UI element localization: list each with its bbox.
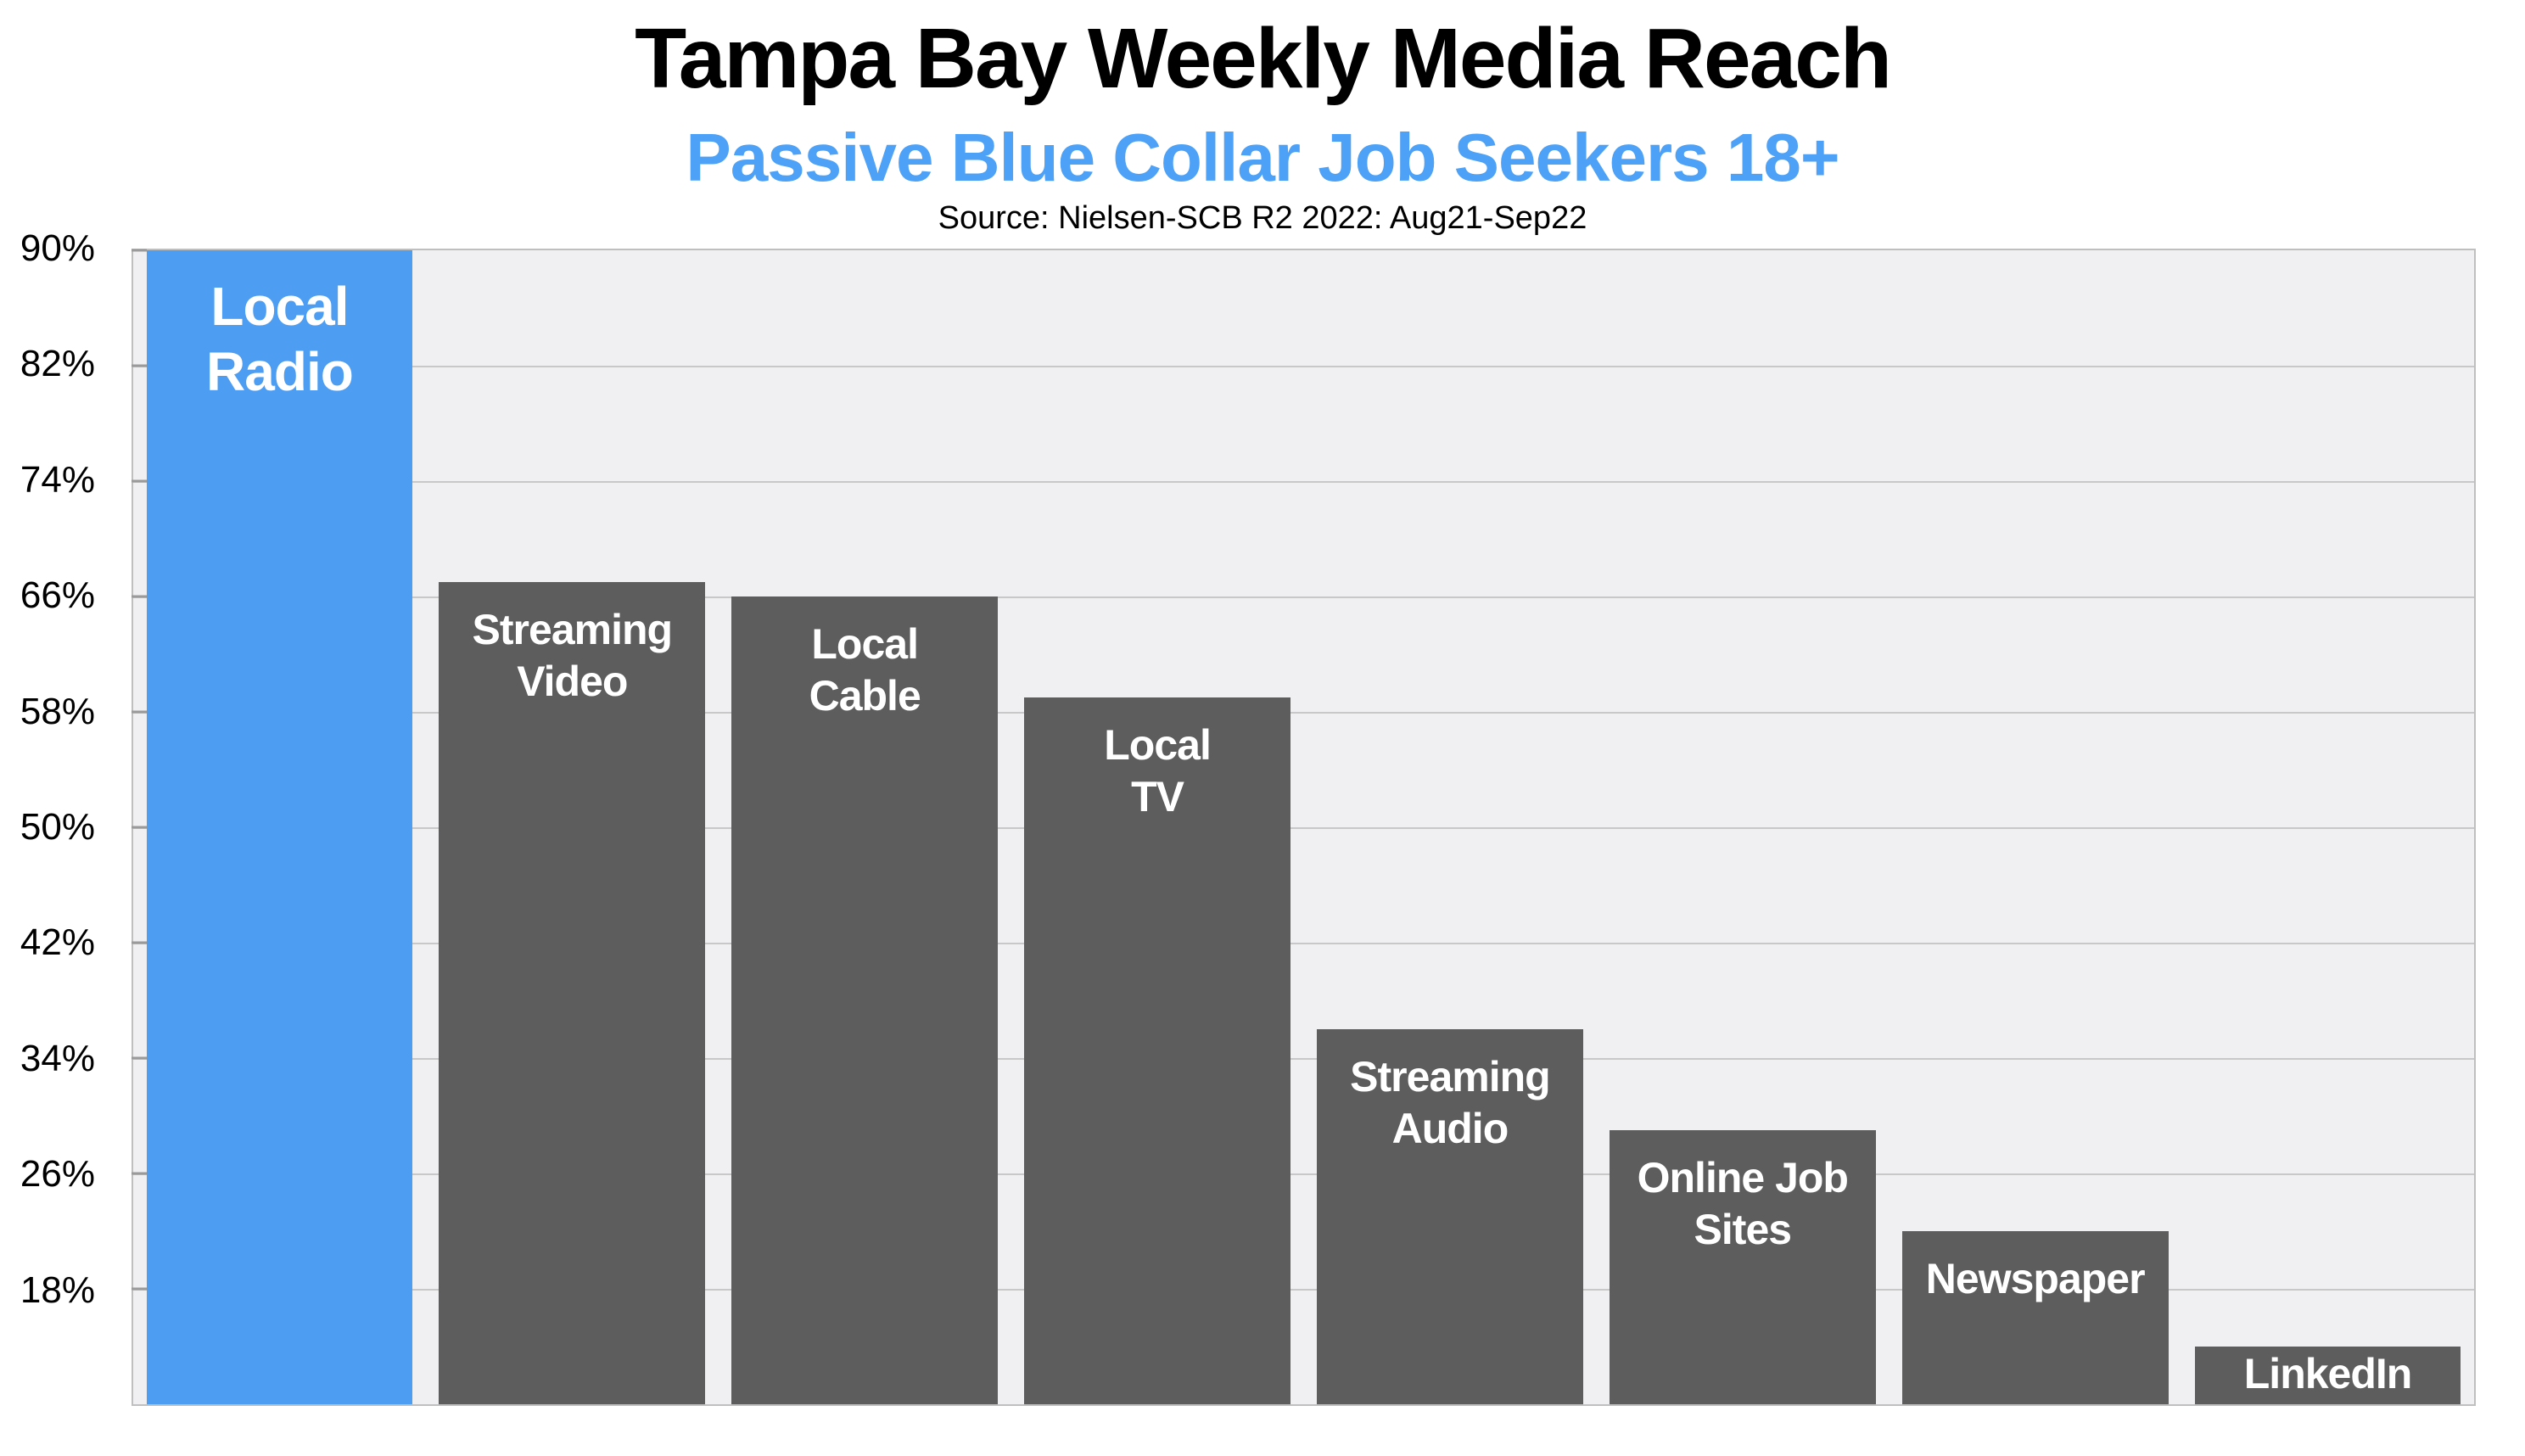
bar-label-newspaper: Newspaper bbox=[1925, 1255, 2146, 1302]
gridline-26 bbox=[133, 1173, 2474, 1175]
chart-title: Tampa Bay Weekly Media Reach bbox=[635, 11, 1892, 106]
y-tick-label: 42% bbox=[20, 921, 95, 964]
bar-local-radio: Local Radio bbox=[146, 250, 413, 1404]
axis-tick bbox=[132, 1287, 147, 1291]
bar-label-local-radio: Local Radio bbox=[206, 276, 354, 402]
gridline-42 bbox=[133, 943, 2474, 944]
bar-series: Local Radio Streaming Video Local Cable … bbox=[133, 250, 2474, 1404]
gridline-18 bbox=[133, 1289, 2474, 1291]
y-tick-label: 66% bbox=[20, 574, 95, 617]
gridline-82 bbox=[133, 366, 2474, 367]
y-tick-label: 58% bbox=[20, 690, 95, 732]
gridline-34 bbox=[133, 1058, 2474, 1060]
bar-label-linkedin: LinkedIn bbox=[2243, 1350, 2413, 1397]
bar-label-local-tv: Local TV bbox=[1104, 721, 1212, 820]
gridline-50 bbox=[133, 827, 2474, 829]
gridline-74 bbox=[133, 481, 2474, 483]
y-tick-label: 34% bbox=[20, 1037, 95, 1079]
axis-tick bbox=[132, 1172, 147, 1175]
bar-linkedin: LinkedIn bbox=[2194, 1347, 2461, 1404]
gridline-58 bbox=[133, 712, 2474, 714]
axis-tick bbox=[132, 826, 147, 829]
axis-tick bbox=[132, 595, 147, 598]
bar-online-job-sites: Online Job Sites bbox=[1609, 1130, 1876, 1404]
y-axis-labels: 90% 82% 74% 66% 58% 50% 42% 34% 26% 18% bbox=[0, 227, 95, 1406]
axis-tick bbox=[132, 364, 147, 367]
bar-label-streaming-audio: Streaming Audio bbox=[1350, 1053, 1551, 1152]
chart-subtitle: Passive Blue Collar Job Seekers 18+ bbox=[686, 120, 1839, 195]
gridline-66 bbox=[133, 596, 2474, 598]
bar-label-online-job-sites: Online Job Sites bbox=[1637, 1154, 1849, 1253]
axis-tick bbox=[132, 479, 147, 483]
bar-newspaper: Newspaper bbox=[1901, 1231, 2169, 1404]
y-tick-label: 26% bbox=[20, 1153, 95, 1196]
bar-local-tv: Local TV bbox=[1024, 697, 1290, 1404]
bar-label-streaming-video: Streaming Video bbox=[472, 606, 674, 705]
axis-tick bbox=[132, 941, 147, 944]
bar-streaming-video: Streaming Video bbox=[439, 582, 706, 1404]
y-tick-label: 82% bbox=[20, 343, 95, 385]
y-tick-label: 90% bbox=[20, 227, 95, 269]
bar-streaming-audio: Streaming Audio bbox=[1317, 1029, 1583, 1404]
y-tick-label: 18% bbox=[20, 1268, 95, 1311]
plot-area: Local Radio Streaming Video Local Cable … bbox=[132, 249, 2476, 1406]
bar-label-local-cable: Local Cable bbox=[809, 620, 921, 720]
axis-tick bbox=[132, 710, 147, 714]
chart-source-note: Source: Nielsen-SCB R2 2022: Aug21-Sep22 bbox=[938, 200, 1587, 236]
y-tick-label: 50% bbox=[20, 806, 95, 848]
bar-local-cable: Local Cable bbox=[731, 596, 999, 1404]
y-tick-label: 74% bbox=[20, 458, 95, 501]
axis-tick bbox=[132, 1056, 147, 1060]
axis-tick bbox=[132, 249, 147, 252]
